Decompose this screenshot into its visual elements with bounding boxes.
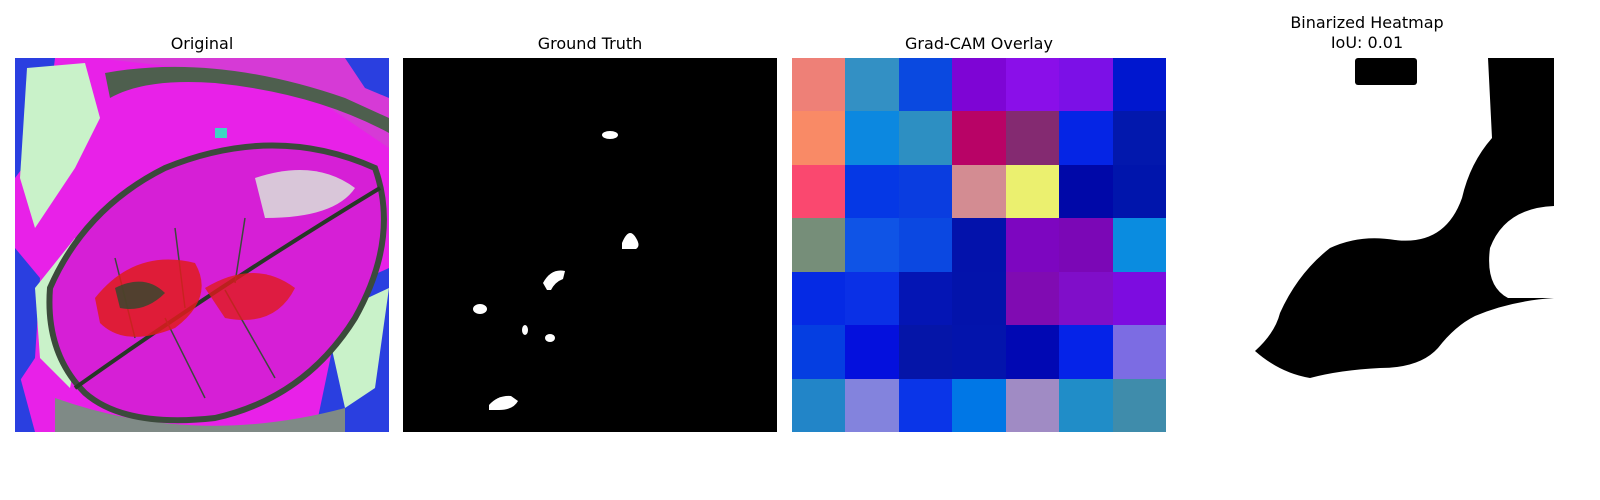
heatmap-cell [845, 111, 899, 165]
heatmap-cell [898, 164, 953, 219]
heatmap-cell [1005, 271, 1060, 326]
heatmap-cell [792, 111, 846, 165]
heatmap-cell [1059, 378, 1113, 432]
original-leaf-image [15, 58, 389, 432]
heatmap-cell [1005, 111, 1060, 165]
heatmap-cell [1059, 111, 1113, 165]
heatmap-cell [952, 271, 1006, 326]
panel-title-binarized-heatmap: Binarized Heatmap IoU: 0.01 [1290, 13, 1444, 52]
heatmap-cell [1005, 218, 1060, 272]
heatmap-cell [898, 378, 953, 432]
heatmap-cell [845, 325, 899, 379]
heatmap-cell [1005, 378, 1060, 432]
heatmap-cell [845, 378, 899, 432]
heatmap-cell [792, 164, 846, 219]
heatmap-cell [1059, 58, 1113, 112]
heatmap-cell [792, 271, 846, 326]
heatmap-cell [792, 58, 846, 112]
panel-title-original: Original [170, 34, 234, 53]
heatmap-cell [898, 218, 953, 272]
heatmap-cell [1112, 111, 1166, 165]
ground-truth-mask [403, 58, 777, 432]
heatmap-cell [792, 218, 846, 272]
heatmap-cell [952, 164, 1006, 219]
heatmap-cell [1005, 164, 1060, 219]
binarized-heatmap-mask [1180, 58, 1554, 432]
heatmap-cell [845, 58, 899, 112]
heatmap-cell [952, 325, 1006, 379]
heatmap-cell [792, 378, 846, 432]
heatmap-cell [1059, 271, 1113, 326]
panel-title-gradcam-overlay: Grad-CAM Overlay [905, 34, 1053, 53]
heatmap-cell [898, 111, 953, 165]
heatmap-cell [1059, 218, 1113, 272]
panel-title-ground-truth: Ground Truth [537, 34, 643, 53]
heatmap-cell [1112, 271, 1166, 326]
heatmap-cell [1112, 325, 1166, 379]
gradcam-grid [792, 58, 1166, 432]
heatmap-cell [845, 271, 899, 326]
heatmap-cell [845, 218, 899, 272]
heatmap-cell [1005, 58, 1060, 112]
heatmap-cell [898, 58, 953, 112]
heatmap-cell [898, 325, 953, 379]
gradcam-overlay-heatmap [792, 58, 1166, 432]
heatmap-cell [845, 164, 899, 219]
heatmap-cell [1059, 164, 1113, 219]
heatmap-cell [1112, 378, 1166, 432]
heatmap-cell [952, 111, 1006, 165]
heatmap-cell [1112, 164, 1166, 219]
heatmap-cell [1112, 218, 1166, 272]
heatmap-cell [1059, 325, 1113, 379]
heatmap-cell [952, 378, 1006, 432]
heatmap-cell [952, 218, 1006, 272]
heatmap-cell [792, 325, 846, 379]
heatmap-cell [898, 271, 953, 326]
heatmap-cell [1005, 325, 1060, 379]
heatmap-cell [1112, 58, 1166, 112]
heatmap-cell [952, 58, 1006, 112]
